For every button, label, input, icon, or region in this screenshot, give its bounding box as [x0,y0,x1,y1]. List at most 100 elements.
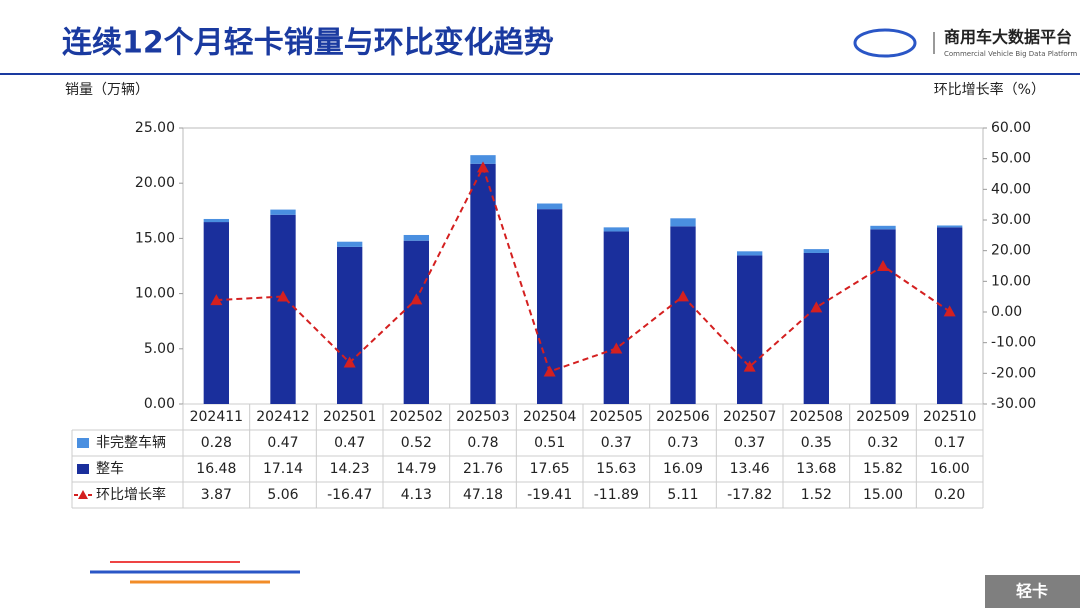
y2-tick-label: 60.00 [991,120,1031,136]
y2-tick-label: -10.00 [991,335,1036,351]
table-cell: 0.20 [934,487,965,503]
table-cell: -16.47 [327,487,372,503]
bar [203,222,229,404]
line-marker [943,305,956,317]
table-cell: 15.82 [863,461,903,477]
legend-label: 非完整车辆 [96,434,166,451]
table-cell: 17.65 [530,461,570,477]
y-axis-label: 销量（万辆） [65,82,149,98]
bar [403,234,429,241]
y2-tick-label: 0.00 [991,304,1022,320]
line-marker [343,356,356,368]
x-tick-label: 202506 [656,409,710,425]
table-cell: 0.17 [934,435,965,451]
line-marker [210,294,223,306]
table-cell: 0.52 [401,435,432,451]
y-tick-label: 0.00 [144,396,175,412]
x-tick-label: 202502 [390,409,443,425]
table-cell: 15.00 [863,487,903,503]
bar [270,214,296,404]
table-cell: 17.14 [263,461,303,477]
y-tick-label: 15.00 [135,230,175,246]
table-cell: 15.63 [596,461,636,477]
y2-tick-label: 20.00 [991,243,1031,259]
y-tick-label: 5.00 [144,341,175,357]
legend-swatch [77,464,89,474]
table-cell: 0.32 [867,435,898,451]
line-marker [277,290,289,302]
table-cell: 3.87 [201,487,232,503]
table-cell: -19.41 [527,487,572,503]
x-tick-label: 202504 [523,409,577,425]
y2-tick-label: 40.00 [991,181,1031,197]
bar [537,203,563,210]
y2-tick-label: 30.00 [991,212,1031,228]
table-cell: 47.18 [463,487,503,503]
table-cell: 16.09 [663,461,703,477]
x-tick-label: 202510 [923,409,976,425]
table-cell: -17.82 [727,487,772,503]
table-cell: 16.48 [196,461,236,477]
table-cell: 0.51 [534,435,565,451]
x-tick-label: 202412 [256,409,309,425]
table-cell: 5.11 [667,487,698,503]
table-cell: 14.23 [330,461,370,477]
legend-label: 环比增长率 [96,486,166,503]
legend-label: 整车 [96,460,124,477]
line-marker [743,360,756,372]
table-cell: 21.76 [463,461,503,477]
table-cell: 5.06 [267,487,298,503]
bar [470,163,496,404]
table-cell: 13.46 [730,461,770,477]
x-tick-label: 202507 [723,409,776,425]
decoration [90,561,300,584]
bar [737,255,763,404]
bar [470,155,496,164]
table-cell: 0.37 [601,435,632,451]
page-title: 连续12个月轻卡销量与环比变化趋势 [62,26,554,61]
footer-tag-bg [985,575,1080,608]
logo-subtitle: Commercial Vehicle Big Data Platform [944,50,1077,58]
bar [803,252,829,404]
x-tick-label: 202501 [323,409,376,425]
line-marker [543,365,556,377]
line-marker [477,161,489,173]
table-cell: 0.78 [467,435,498,451]
bar [803,249,829,253]
table-cell: 0.35 [801,435,832,451]
table-cell: 14.79 [396,461,436,477]
bar [603,231,629,404]
table-cell: 0.47 [267,435,298,451]
y2-tick-label: 10.00 [991,273,1031,289]
x-tick-label: 202509 [856,409,909,425]
line-series [216,164,951,373]
y-tick-label: 25.00 [135,120,175,136]
x-tick-label: 202505 [590,409,643,425]
x-tick-label: 202508 [790,409,843,425]
bar [737,251,763,256]
bar [203,218,229,223]
line-marker [677,290,689,302]
table-cell: -11.89 [594,487,639,503]
x-tick-label: 202503 [456,409,509,425]
legend-marker [78,490,88,499]
logo-icon [853,28,917,58]
y-tick-label: 10.00 [135,286,175,302]
y-tick-label: 20.00 [135,175,175,191]
footer-tag: 轻卡 [1016,582,1048,601]
table-cell: 0.37 [734,435,765,451]
bar [270,209,296,215]
y2-tick-label: -30.00 [991,396,1036,412]
logo: 商用车大数据平台 Commercial Vehicle Big Data Pla… [853,28,1077,58]
line-marker [610,342,623,354]
bar [603,227,629,232]
logo-name: 商用车大数据平台 [944,28,1072,47]
bar [670,226,696,404]
bar [337,241,363,247]
bar [870,229,896,404]
plot-frame [182,127,984,405]
bar [937,225,963,228]
table-cell: 0.28 [201,435,232,451]
bar [403,240,429,404]
